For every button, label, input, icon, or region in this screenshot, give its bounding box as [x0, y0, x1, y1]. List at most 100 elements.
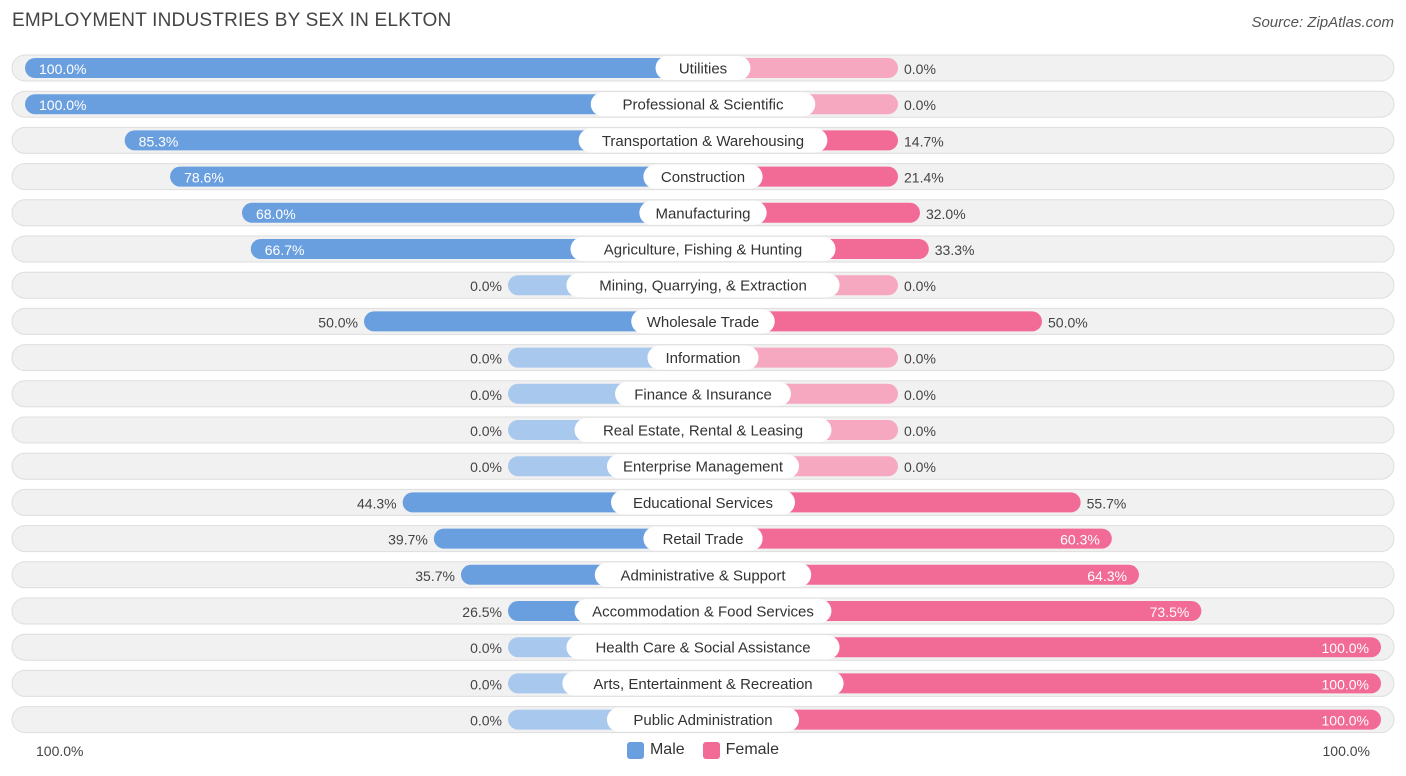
category-label-bg	[606, 454, 800, 479]
category-label: Accommodation & Food Services	[592, 604, 814, 621]
male-bar	[241, 202, 703, 223]
female-bar	[703, 637, 1381, 658]
category-label-bg	[578, 128, 828, 153]
category-label: Agriculture, Fishing & Hunting	[604, 242, 802, 259]
category-label: Construction	[661, 169, 745, 186]
category-label-bg	[611, 490, 795, 515]
category-label: Educational Services	[633, 495, 773, 512]
male-bar	[25, 58, 703, 78]
male-value-label: 50.0%	[318, 314, 358, 330]
male-bar	[433, 528, 703, 549]
category-label: Enterprise Management	[623, 459, 784, 476]
female-value-label: 0.0%	[904, 97, 936, 113]
legend-item-male[interactable]: Male	[626, 741, 685, 759]
category-label-bg	[643, 526, 763, 551]
category-label-bg	[566, 635, 840, 660]
female-value-label: 100.0%	[1322, 676, 1369, 692]
female-value-label: 32.0%	[926, 206, 966, 222]
category-label: Wholesale Trade	[647, 314, 760, 331]
male-value-label: 44.3%	[357, 495, 397, 511]
female-bar	[703, 58, 898, 78]
female-bar	[703, 709, 1381, 730]
legend: Male Female	[0, 741, 1406, 759]
male-value-label: 0.0%	[470, 423, 502, 439]
male-bar	[124, 130, 703, 151]
male-bar	[364, 311, 703, 332]
female-value-label: 73.5%	[1150, 604, 1190, 620]
male-value-label: 39.7%	[388, 532, 428, 548]
female-value-label: 50.0%	[1048, 314, 1088, 330]
legend-swatch-female	[702, 741, 720, 759]
category-label: Health Care & Social Assistance	[595, 640, 810, 657]
male-value-label: 85.3%	[139, 133, 179, 149]
female-value-label: 60.3%	[1060, 532, 1100, 548]
female-value-label: 100.0%	[1322, 713, 1369, 729]
category-label-bg	[639, 200, 767, 225]
male-value-label: 0.0%	[470, 640, 502, 656]
category-label: Public Administration	[633, 712, 772, 729]
category-label-bg	[570, 237, 836, 261]
female-value-label: 100.0%	[1322, 640, 1369, 656]
male-value-label: 0.0%	[470, 676, 502, 692]
category-label-bg	[562, 671, 844, 696]
category-label-bg	[606, 707, 800, 732]
category-label: Transportation & Warehousing	[602, 133, 804, 150]
category-label: Administrative & Support	[620, 567, 786, 584]
category-label: Professional & Scientific	[623, 97, 784, 114]
male-bar	[25, 94, 703, 115]
axis-left-label: 100.0%	[36, 743, 84, 759]
female-value-label: 0.0%	[904, 351, 936, 367]
male-value-label: 26.5%	[462, 604, 502, 620]
category-label-bg	[594, 562, 812, 587]
male-value-label: 100.0%	[39, 97, 86, 113]
male-value-label: 35.7%	[415, 568, 455, 584]
category-label: Mining, Quarrying, & Extraction	[599, 278, 807, 295]
category-label: Arts, Entertainment & Recreation	[593, 676, 812, 693]
male-value-label: 0.0%	[470, 278, 502, 294]
male-value-label: 78.6%	[184, 170, 224, 186]
legend-label-female: Female	[725, 741, 780, 758]
category-label: Information	[665, 350, 740, 367]
male-value-label: 0.0%	[470, 351, 502, 367]
category-label-bg	[566, 273, 840, 298]
male-value-label: 100.0%	[39, 61, 86, 77]
category-label-bg	[574, 418, 832, 442]
female-bar	[703, 673, 1381, 694]
axis-right-label: 100.0%	[1322, 743, 1370, 759]
category-label-bg	[655, 56, 751, 80]
female-value-label: 0.0%	[904, 423, 936, 439]
female-bar	[703, 564, 1139, 585]
female-bar	[703, 492, 1081, 513]
female-value-label: 33.3%	[935, 242, 975, 258]
female-value-label: 55.7%	[1087, 495, 1127, 511]
category-label-bg	[615, 381, 791, 406]
female-value-label: 64.3%	[1087, 568, 1127, 584]
male-value-label: 66.7%	[265, 242, 305, 258]
legend-label-male: Male	[649, 741, 685, 758]
male-value-label: 0.0%	[470, 459, 502, 475]
category-label-bg	[574, 599, 832, 623]
category-label: Finance & Insurance	[634, 386, 772, 403]
source-label: Source: ZipAtlas.com	[1251, 14, 1394, 31]
category-label-bg	[590, 92, 816, 117]
female-value-label: 0.0%	[904, 387, 936, 403]
male-value-label: 0.0%	[470, 387, 502, 403]
female-value-label: 0.0%	[904, 61, 936, 77]
category-label-bg	[647, 345, 759, 370]
category-label-bg	[643, 164, 763, 189]
female-value-label: 21.4%	[904, 170, 944, 186]
category-label: Utilities	[679, 61, 727, 78]
male-value-label: 0.0%	[470, 713, 502, 729]
female-value-label: 0.0%	[904, 278, 936, 294]
legend-item-female[interactable]: Female	[702, 741, 780, 759]
male-value-label: 68.0%	[256, 206, 296, 222]
female-bar	[703, 311, 1042, 332]
category-label: Retail Trade	[663, 531, 744, 548]
female-value-label: 0.0%	[904, 459, 936, 475]
category-label-bg	[631, 309, 775, 334]
bar-chart: Utilities 100.0% 0.0% Professional & Scient…	[11, 54, 1395, 734]
female-bar	[703, 528, 1112, 549]
chart-title: EMPLOYMENT INDUSTRIES BY SEX IN ELKTON	[12, 10, 452, 31]
male-bar	[170, 166, 704, 187]
category-label: Manufacturing	[655, 205, 750, 222]
